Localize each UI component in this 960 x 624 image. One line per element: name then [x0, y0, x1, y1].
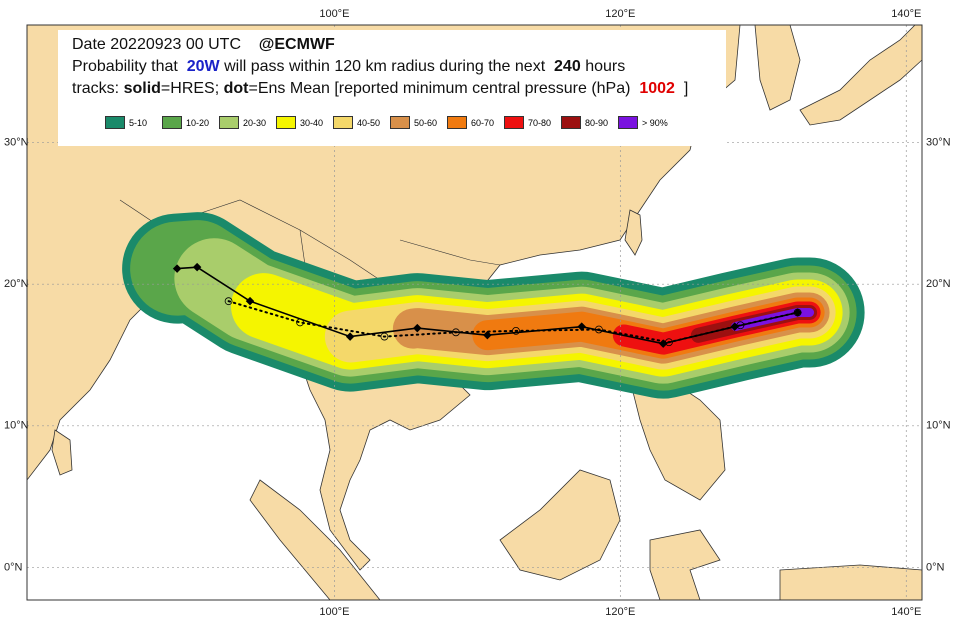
new-guinea — [779, 564, 922, 600]
legend-item: 10-20 — [162, 116, 209, 129]
y-tick-label: 0°N — [4, 561, 23, 573]
ens-point — [665, 338, 673, 347]
text: =Ens Mean [reported minimum central pres… — [248, 80, 631, 97]
legend-swatch — [447, 116, 467, 129]
japan — [799, 25, 922, 126]
ens-point — [296, 318, 304, 327]
x-tick-label: 140°E — [891, 8, 921, 20]
legend-label: 20-30 — [243, 117, 267, 128]
date: Date 20220923 00 UTC — [72, 36, 241, 53]
y-tick-label: 0°N — [926, 561, 945, 573]
sumatra — [249, 479, 381, 600]
text: =HRES; — [160, 80, 220, 97]
legend-swatch — [561, 116, 581, 129]
legend-item: 80-90 — [561, 116, 608, 129]
legend-item: 40-50 — [333, 116, 380, 129]
text: solid — [123, 80, 161, 97]
taiwan — [624, 209, 643, 256]
header-line-3: tracks: solid=HRES; dot=Ens Mean [report… — [72, 80, 688, 98]
y-tick-label: 20°N — [4, 278, 29, 290]
hres-point — [245, 296, 255, 306]
y-tick-label: 10°N — [926, 420, 951, 432]
legend-swatch — [162, 116, 182, 129]
x-tick-label: 120°E — [605, 606, 635, 618]
legend-swatch — [504, 116, 524, 129]
legend-label: 60-70 — [471, 117, 495, 128]
hres-point — [345, 332, 355, 341]
tracks — [172, 262, 802, 348]
ens-point — [224, 297, 233, 306]
hours: 240 — [554, 58, 581, 75]
sri-lanka — [51, 429, 73, 476]
hres-point — [413, 323, 422, 333]
ens-point — [793, 308, 802, 317]
ens-point — [594, 325, 603, 334]
text: Probability that — [72, 58, 178, 75]
storm-id: 20W — [186, 58, 220, 75]
legend-item: 30-40 — [276, 116, 323, 129]
legend-label: 50-60 — [414, 117, 438, 128]
legend-swatch — [618, 116, 638, 129]
text: ] — [683, 80, 689, 97]
hres-point — [172, 264, 182, 273]
text: will pass within 120 km radius during th… — [224, 58, 546, 75]
legend-item: 5-10 — [105, 116, 147, 129]
legend-swatch — [219, 116, 239, 129]
x-tick-label: 140°E — [891, 606, 921, 618]
legend-swatch — [276, 116, 296, 129]
pressure: 1002 — [639, 80, 675, 97]
ens-point — [512, 327, 520, 335]
y-tick-label: 10°N — [4, 420, 29, 432]
legend-item: 70-80 — [504, 116, 551, 129]
x-tick-label: 100°E — [319, 8, 349, 20]
legend-swatch — [105, 116, 125, 129]
hres-point — [577, 322, 586, 331]
ens-point — [452, 328, 460, 337]
legend-item: 60-70 — [447, 116, 494, 129]
legend-label: 10-20 — [186, 117, 210, 128]
y-tick-label: 30°N — [926, 136, 951, 148]
hres-point — [483, 330, 492, 340]
legend-swatch — [390, 116, 410, 129]
frame — [26, 24, 923, 601]
legend-item: > 90% — [618, 116, 668, 129]
text: tracks: — [72, 80, 120, 97]
legend-label: 40-50 — [357, 117, 381, 128]
text: hours — [585, 58, 626, 75]
korea — [754, 25, 801, 111]
text: dot — [223, 80, 249, 97]
source: @ECMWF — [258, 36, 335, 53]
legend-item: 20-30 — [219, 116, 266, 129]
borneo — [499, 469, 621, 581]
y-tick-label: 20°N — [926, 278, 951, 290]
y-tick-label: 30°N — [4, 136, 29, 148]
x-tick-label: 120°E — [605, 8, 635, 20]
legend-label: 80-90 — [585, 117, 609, 128]
legend-swatch — [333, 116, 353, 129]
ens-point — [736, 321, 745, 330]
x-tick-label: 100°E — [319, 606, 349, 618]
ens-point — [380, 332, 389, 341]
legend-label: 5-10 — [129, 117, 148, 128]
header-line-1: Date 20220923 00 UTC @ECMWF — [72, 36, 335, 54]
header-line-2: Probability that 20W will pass within 12… — [72, 58, 625, 76]
sulawesi — [649, 529, 721, 600]
hres-point — [192, 262, 202, 272]
ens-track — [227, 300, 799, 344]
legend-item: 50-60 — [390, 116, 437, 129]
legend-label: > 90% — [642, 117, 668, 128]
legend-label: 30-40 — [300, 117, 324, 128]
header: Date 20220923 00 UTC @ECMWF Probability … — [58, 30, 726, 146]
legend-label: 70-80 — [528, 117, 552, 128]
